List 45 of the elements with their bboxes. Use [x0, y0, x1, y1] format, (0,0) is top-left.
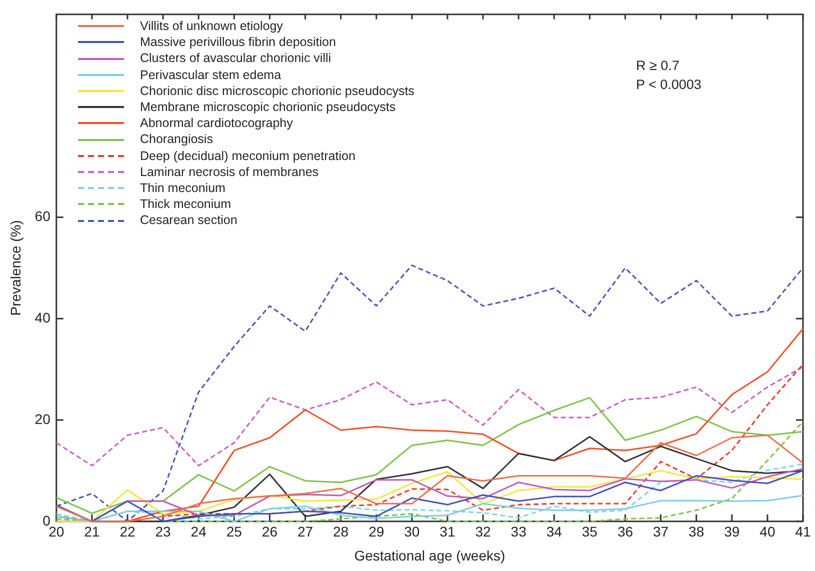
x-axis-title: Gestational age (weeks) [354, 547, 506, 564]
x-tick-label: 35 [582, 524, 598, 540]
x-tick-label: 34 [546, 524, 562, 540]
x-tick-label: 27 [297, 524, 314, 540]
line-series [56, 366, 804, 466]
x-tick-label: 24 [190, 524, 207, 540]
legend-label: Laminar necrosis of membranes [140, 164, 319, 180]
x-tick-label: 41 [795, 524, 811, 540]
legend-label: Cesarean section [140, 212, 238, 229]
legend-label: Villits of unknown etiology [140, 18, 283, 34]
x-tick-label: 25 [226, 524, 242, 540]
line-series [56, 264, 804, 522]
legend-label: Thick meconium [140, 196, 231, 212]
y-axis-title: Prevalence (%) [7, 220, 24, 316]
x-tick-label: 32 [475, 524, 492, 540]
y-tick-label: 40 [34, 309, 51, 326]
legend-label: Thin meconium [140, 180, 226, 196]
x-tick-label: 20 [48, 524, 64, 540]
legend-label: Membrane microscopic chorionic pseudocysts [140, 99, 396, 116]
x-tick-label: 39 [724, 524, 740, 540]
annotation: R ≥ 0.7 [636, 57, 680, 75]
legend-label: Clusters of avascular chorionic villi [140, 50, 332, 67]
x-tick-label: 29 [368, 524, 384, 540]
x-tick-label: 38 [688, 524, 704, 540]
legend-label: Abnormal cardiotocography [140, 115, 293, 132]
legend-label: Perivascular stem edema [140, 66, 282, 83]
legend-label: Massive perivillous fibrin deposition [140, 34, 336, 50]
x-tick-label: 26 [262, 524, 278, 540]
x-tick-label: 30 [404, 524, 420, 540]
x-tick-label: 36 [617, 524, 634, 540]
x-tick-label: 28 [333, 524, 349, 540]
y-tick-label: 0 [42, 512, 51, 528]
x-tick-label: 40 [760, 524, 776, 540]
x-tick-label: 37 [652, 524, 669, 540]
legend-label: Chorangiosis [140, 131, 213, 148]
x-tick-label: 33 [510, 524, 527, 540]
legend-label: Deep (decidual) meconium penetration [140, 148, 356, 164]
x-tick-label: 31 [440, 524, 456, 540]
legend-label: Chorionic disc microscopic chorionic pseudocysts [140, 82, 414, 100]
x-tick-label: 23 [155, 524, 172, 540]
x-tick-label: 22 [120, 524, 136, 540]
y-tick-label: 20 [34, 410, 51, 427]
annotation: P < 0.0003 [636, 76, 702, 94]
y-tick-label: 60 [34, 208, 51, 224]
x-tick-label: 21 [84, 524, 100, 540]
